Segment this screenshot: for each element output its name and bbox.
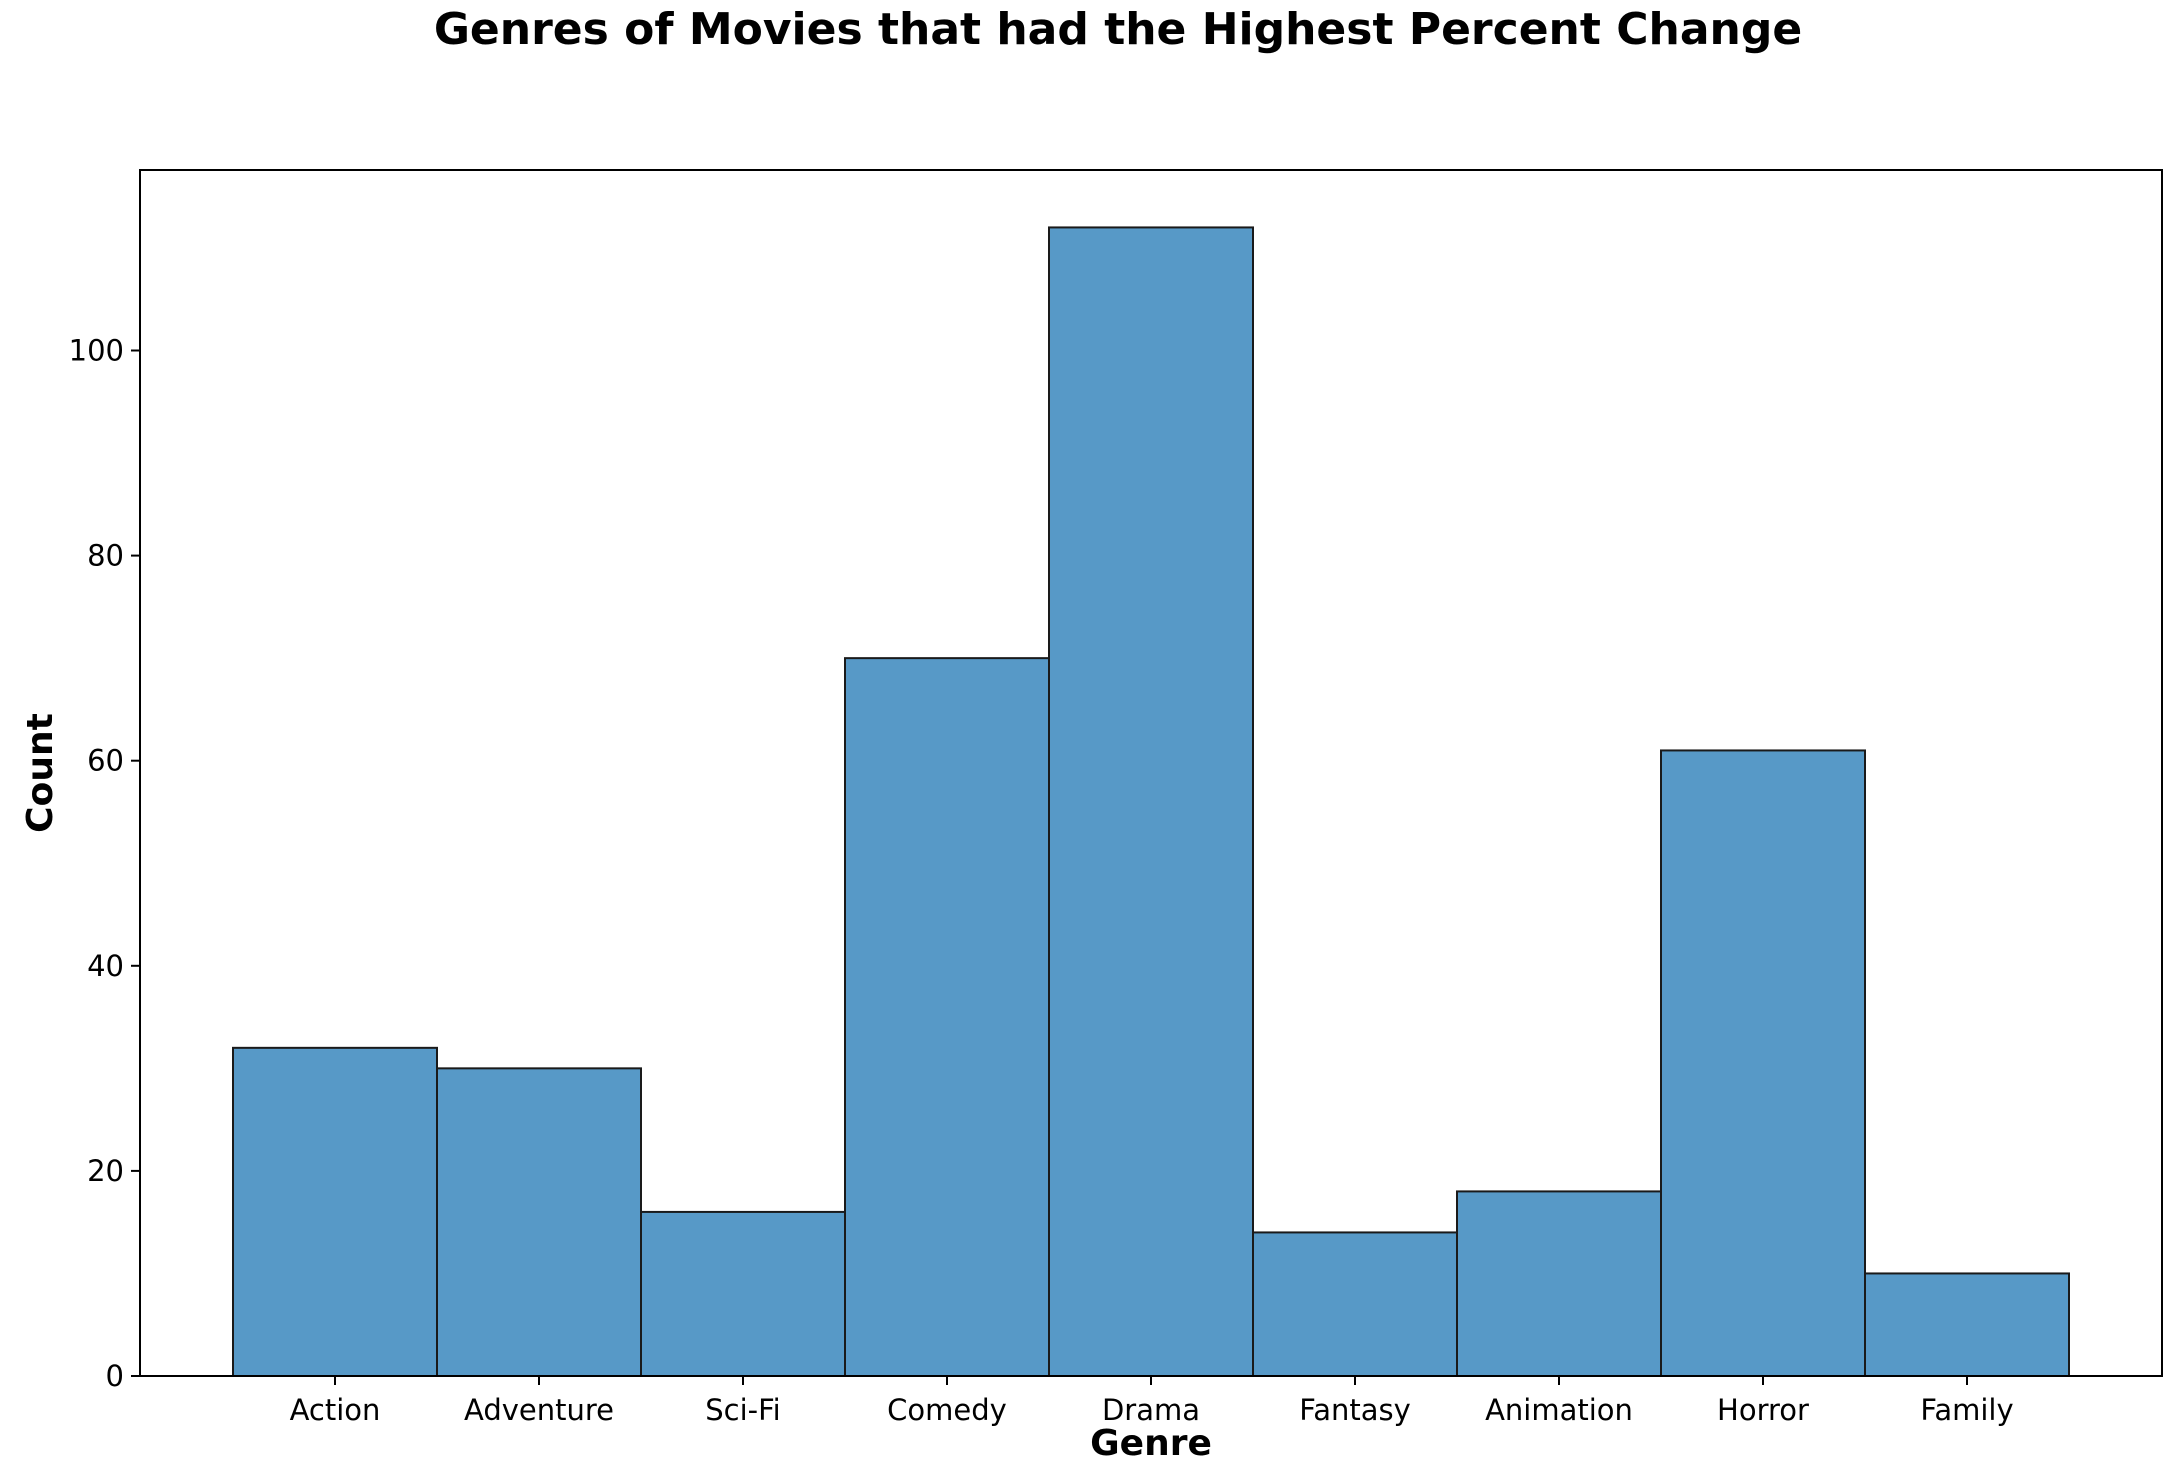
x-axis-label: Genre [1090, 1423, 1212, 1464]
bar-animation [1456, 1190, 1662, 1378]
bar-fantasy [1252, 1231, 1458, 1378]
bar-family [1864, 1272, 2070, 1377]
x-tick-label: Horror [1717, 1393, 1809, 1427]
bar-sci-fi [640, 1210, 846, 1377]
x-tick-label: Sci-Fi [705, 1393, 781, 1427]
bar-comedy [844, 657, 1050, 1377]
x-tick-label: Adventure [464, 1393, 614, 1427]
chart-title: Genres of Movies that had the Highest Pe… [434, 4, 1802, 55]
x-tick-label: Drama [1102, 1393, 1200, 1427]
x-tick-label: Fantasy [1299, 1393, 1411, 1427]
y-tick-label: 20 [87, 1154, 124, 1188]
x-axis: Action Adventure Sci-Fi Comedy Drama Fantasy A… [290, 1376, 2014, 1427]
y-axis: 0 20 40 60 80 100 [69, 333, 140, 1393]
bar-action [232, 1046, 438, 1378]
y-tick-label: 100 [69, 333, 124, 367]
bar-adventure [436, 1067, 642, 1377]
x-tick-label: Animation [1485, 1393, 1633, 1427]
y-tick-label: 80 [87, 539, 124, 573]
y-tick-label: 40 [87, 949, 124, 983]
y-axis-label: Count [20, 713, 61, 833]
x-tick-label: Family [1920, 1393, 2013, 1427]
bar-horror [1660, 749, 1866, 1377]
x-tick-label: Comedy [887, 1393, 1007, 1427]
bars-layer [232, 226, 2070, 1378]
y-tick-label: 60 [87, 744, 124, 778]
x-tick-label: Action [290, 1393, 381, 1427]
y-tick-label: 0 [106, 1359, 124, 1393]
bar-drama [1048, 226, 1254, 1377]
